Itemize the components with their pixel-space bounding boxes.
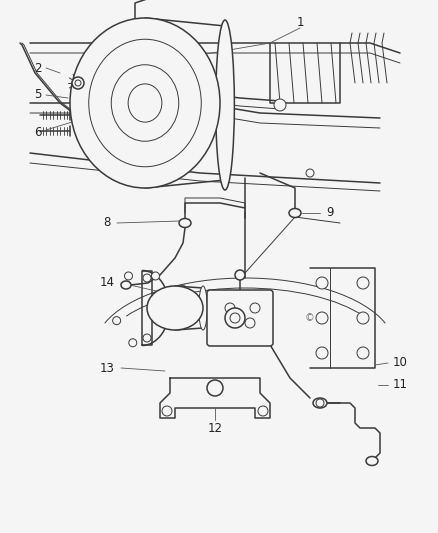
Circle shape: [258, 406, 268, 416]
FancyBboxPatch shape: [207, 290, 273, 346]
Circle shape: [143, 274, 151, 282]
Circle shape: [225, 303, 235, 313]
Circle shape: [129, 339, 137, 347]
Circle shape: [245, 318, 255, 328]
Circle shape: [316, 399, 324, 407]
Text: 8: 8: [103, 216, 111, 230]
Text: 5: 5: [34, 88, 42, 101]
Ellipse shape: [215, 20, 234, 190]
Circle shape: [250, 303, 260, 313]
Text: 10: 10: [392, 357, 407, 369]
Ellipse shape: [179, 219, 191, 228]
Ellipse shape: [121, 281, 131, 289]
Text: 9: 9: [326, 206, 334, 220]
Ellipse shape: [147, 286, 203, 330]
Ellipse shape: [313, 398, 327, 408]
Circle shape: [357, 312, 369, 324]
Circle shape: [316, 312, 328, 324]
Text: ©: ©: [305, 313, 315, 323]
Circle shape: [72, 77, 84, 89]
Circle shape: [75, 80, 81, 86]
Circle shape: [316, 277, 328, 289]
Text: 11: 11: [392, 378, 407, 392]
Ellipse shape: [289, 208, 301, 217]
Text: 13: 13: [99, 361, 114, 375]
Text: 12: 12: [208, 422, 223, 434]
Circle shape: [162, 406, 172, 416]
Circle shape: [152, 272, 159, 280]
Circle shape: [124, 272, 133, 280]
Circle shape: [113, 317, 120, 325]
Circle shape: [143, 334, 151, 342]
Circle shape: [274, 99, 286, 111]
Text: 1: 1: [296, 17, 304, 29]
Ellipse shape: [199, 286, 207, 330]
Text: 2: 2: [34, 61, 42, 75]
Circle shape: [235, 270, 245, 280]
Circle shape: [207, 380, 223, 396]
Circle shape: [225, 308, 245, 328]
Circle shape: [306, 169, 314, 177]
Circle shape: [357, 277, 369, 289]
Ellipse shape: [70, 18, 220, 188]
Circle shape: [230, 313, 240, 323]
Text: 14: 14: [99, 277, 114, 289]
Circle shape: [316, 347, 328, 359]
Text: 6: 6: [34, 126, 42, 140]
Circle shape: [357, 347, 369, 359]
Ellipse shape: [366, 456, 378, 465]
